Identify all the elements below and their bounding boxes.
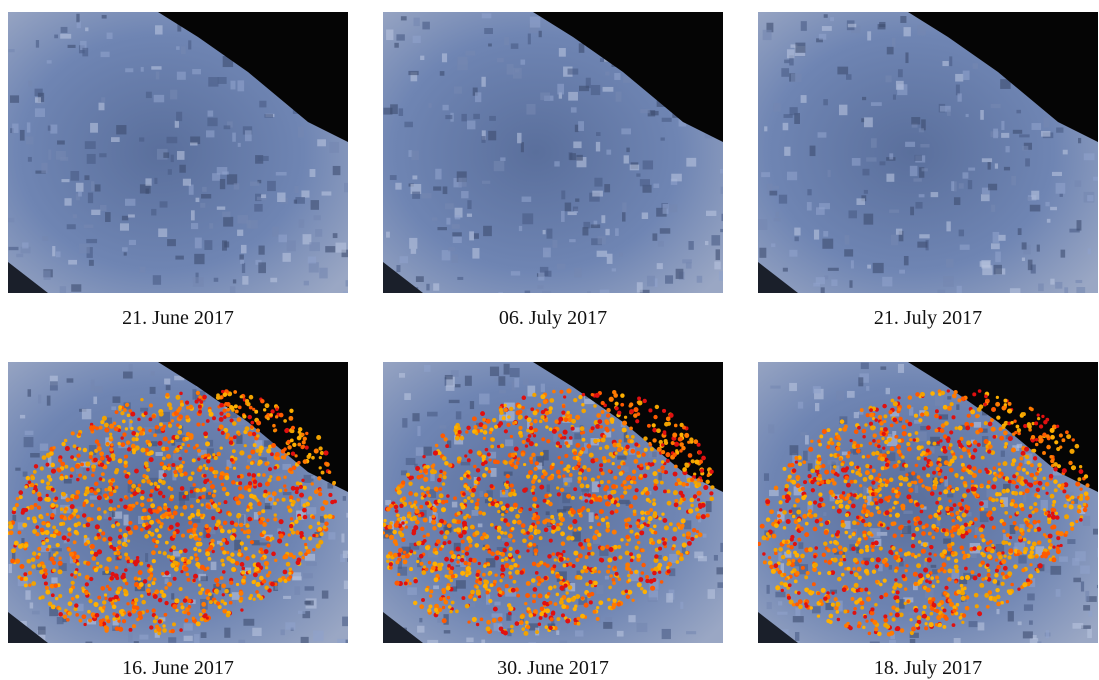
caption: 21. July 2017 [758, 307, 1098, 330]
satellite-image [8, 362, 348, 643]
figure: 21. June 2017 06. July 2017 21. July 2017 1… [0, 0, 1099, 680]
panel: 16. June 2017 [8, 362, 348, 680]
caption: 30. June 2017 [383, 657, 723, 680]
satellite-image [758, 362, 1098, 643]
panel: 30. June 2017 [383, 362, 723, 680]
satellite-image [383, 12, 723, 293]
caption: 18. July 2017 [758, 657, 1098, 680]
panel: 18. July 2017 [758, 362, 1098, 680]
caption: 21. June 2017 [8, 307, 348, 330]
caption: 06. July 2017 [383, 307, 723, 330]
caption: 16. June 2017 [8, 657, 348, 680]
panel: 06. July 2017 [383, 12, 723, 330]
panel: 21. June 2017 [8, 12, 348, 330]
satellite-image [8, 12, 348, 293]
satellite-image [758, 12, 1098, 293]
panel: 21. July 2017 [758, 12, 1098, 330]
satellite-image [383, 362, 723, 643]
